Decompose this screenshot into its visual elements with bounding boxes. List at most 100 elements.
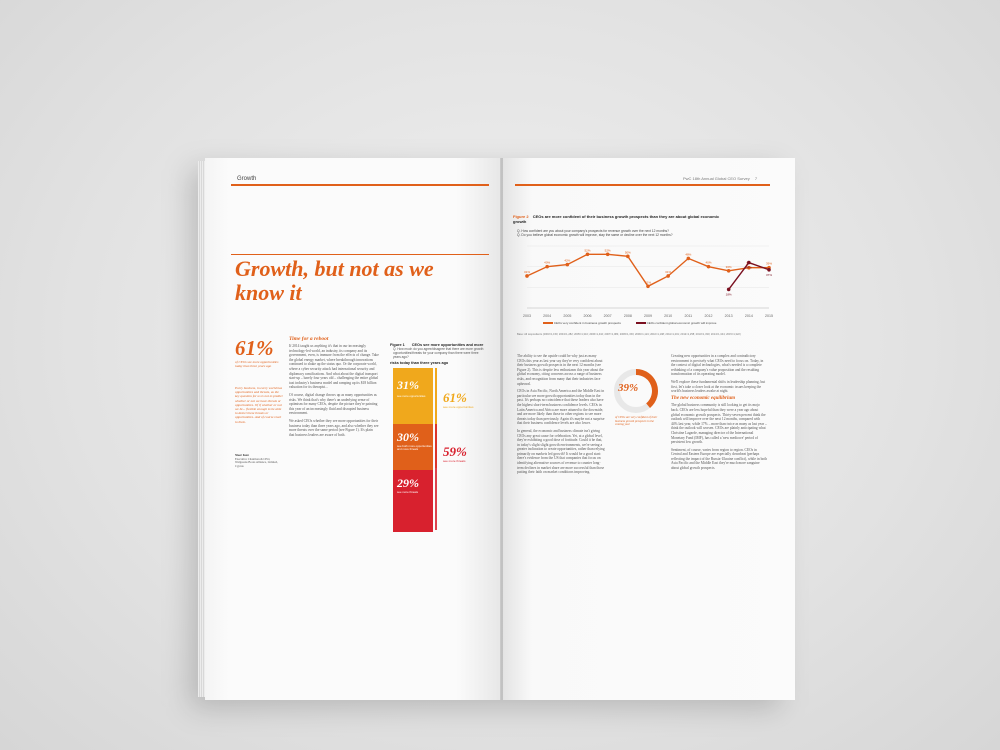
data-point [686, 256, 691, 261]
side-stat-opportunities: 61% see more opportunities [443, 390, 474, 410]
data-point [545, 264, 549, 269]
figure1-question: Q. How much do you agree/disagree that t… [393, 347, 484, 359]
paragraph: The ability to see the upside could be w… [517, 354, 604, 386]
figure2-q1: Q. How confident are you about your comp… [517, 229, 670, 233]
chart-legend: CEOs very confident in business growth p… [543, 321, 716, 325]
donut-chart [614, 369, 658, 413]
bracket-threats [435, 424, 437, 530]
x-tick-label: 2008 [624, 314, 632, 318]
data-point [666, 274, 670, 278]
title-rule [231, 254, 489, 255]
side-stat-threats: 59% see more threats [443, 444, 467, 464]
data-label: 40% [705, 261, 711, 265]
data-label: 48% [685, 252, 691, 256]
paragraph: CEOs in Asia Pacific, North America and … [517, 389, 605, 426]
bracket-opportunities [435, 368, 437, 468]
section-name: Growth [237, 176, 257, 182]
figure1-label: Figure 1 [390, 343, 405, 347]
data-point [585, 252, 590, 257]
data-label: 44% [746, 266, 752, 270]
data-point [525, 274, 529, 278]
x-tick-label: 2010 [664, 314, 672, 318]
segment-label: see more opportunities [397, 394, 426, 398]
legend-swatch [543, 322, 553, 324]
x-tick-label: 2014 [745, 314, 753, 318]
paragraph: We'll explore these fundamental shifts i… [671, 379, 766, 394]
page-number: 7 [754, 176, 758, 181]
data-label: 39% [766, 262, 772, 266]
chart-base-note: Base: All respondents (2003=1,150; 2004=… [517, 333, 741, 336]
top-rule [231, 184, 489, 186]
line-chart: 2003 2004 2005 2006 2007 2008 2009 2010 2011 2012… [523, 245, 773, 318]
running-header: PwC 18th Annual Global CEO Survey 7 [683, 176, 757, 181]
legend-swatch [635, 322, 646, 324]
data-label: 52% [584, 248, 590, 252]
side-pct: 59% [443, 444, 467, 459]
paragraph: Sentiment, of course, varies from region… [671, 447, 768, 471]
x-tick-label: 2005 [563, 314, 571, 318]
data-label: 31% [665, 270, 671, 274]
segment-pct: 29% [397, 476, 419, 490]
spine [500, 158, 504, 700]
figure2-questions: Q. How confident are you about your comp… [517, 229, 747, 237]
paragraph: In general, the economic and business cl… [517, 428, 605, 475]
big-stat-text: of CEOs see more opportunities today tha… [235, 360, 279, 368]
x-tick-label: 2011 [684, 314, 692, 318]
body-column: If 2014 taught us anything it's that in … [289, 344, 379, 437]
paragraph: We asked CEOs whether they see more oppo… [289, 418, 379, 437]
body-column-2: Creating new opportunities in a complex … [671, 354, 767, 471]
donut-pct: 39% [618, 382, 639, 394]
x-tick-label: 2013 [725, 314, 733, 318]
data-point [747, 260, 751, 265]
data-point [605, 252, 610, 257]
figure2-label: Figure 2 [513, 214, 529, 219]
running-header-text: PwC 18th Annual Global CEO Survey [683, 176, 750, 181]
big-stat: 61% [235, 336, 274, 360]
quote-author: Nieer Katz [235, 453, 249, 457]
top-rule [515, 184, 770, 186]
data-label: 50% [625, 250, 631, 254]
segment-opportunities: 31% see more opportunities [393, 368, 433, 424]
page-title: Growth, but not as we know it [235, 256, 434, 305]
segment-pct: 31% [397, 378, 419, 392]
pull-quote: Every business, in every world has oppor… [235, 386, 283, 424]
side-label: see more threats [443, 459, 466, 463]
data-point [646, 284, 650, 289]
x-tick-label: 2015 [765, 314, 773, 318]
x-tick-label: 2003 [523, 314, 531, 318]
donut-arc [635, 369, 658, 408]
data-point [626, 254, 630, 259]
legend-item: CEOs very confident in business growth p… [553, 321, 621, 325]
data-label: 18% [726, 292, 732, 296]
figure2-header: Figure 2 CEOs are more confident of thei… [513, 214, 733, 224]
side-label: see more opportunities [443, 405, 474, 409]
right-page: PwC 18th Annual Global CEO Survey 7 Figu… [503, 158, 795, 700]
paragraph: Creating new opportunities in a complex … [671, 354, 764, 377]
segment-threats: 29% see more threats [393, 470, 433, 532]
body-column-1: The ability to see the upside could be w… [517, 354, 605, 475]
segment-label: see both more opportunities and more thr… [397, 444, 432, 452]
figure1-title: CEOs see more opportunities and more ris… [390, 343, 484, 365]
figure2-q2: Q. Do you believe global economic growth… [517, 233, 673, 237]
paragraph: Of course, digital change throws up as m… [289, 392, 378, 416]
page-edges [198, 161, 206, 697]
x-tick-label: 2007 [604, 314, 612, 318]
quote-role: Executive Chairman & CEO, Walgreens Boot… [235, 456, 278, 468]
data-point [767, 267, 771, 272]
segment-label: see more threats [397, 490, 418, 494]
data-point [706, 264, 711, 269]
x-tick-label: 2012 [705, 314, 713, 318]
data-label: 21% [645, 280, 651, 284]
data-point [747, 265, 751, 270]
legend-item: CEOs confident global economic growth wi… [646, 321, 717, 325]
paragraph: If 2014 taught us anything it's that in … [289, 344, 379, 390]
left-page: Growth Growth, but not as we know it 61%… [205, 158, 501, 700]
x-tick-label: 2009 [644, 314, 652, 318]
x-tick-label: 2006 [584, 314, 592, 318]
figure2-title: CEOs are more confident of their busines… [513, 214, 720, 224]
segment-pct: 30% [397, 430, 419, 444]
data-point [565, 262, 570, 267]
sub-head: The new economic equilibrium [671, 395, 736, 401]
data-label: 42% [564, 259, 570, 263]
data-label: 52% [605, 248, 611, 252]
